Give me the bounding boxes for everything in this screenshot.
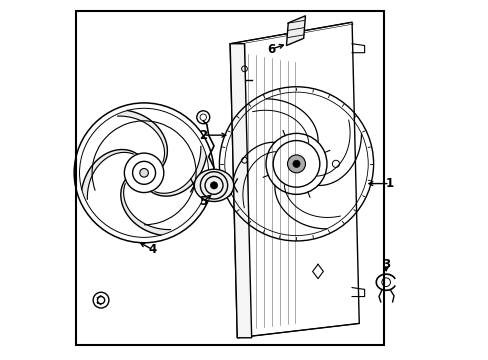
Text: 6: 6 [267, 42, 275, 55]
Text: 2: 2 [199, 129, 207, 142]
Text: 3: 3 [381, 258, 389, 271]
Polygon shape [81, 149, 137, 199]
Circle shape [292, 160, 300, 167]
Polygon shape [230, 44, 251, 338]
Text: 1: 1 [385, 177, 393, 190]
Polygon shape [150, 147, 206, 196]
Polygon shape [286, 16, 305, 45]
Ellipse shape [194, 169, 233, 202]
Polygon shape [118, 111, 167, 166]
Text: 5: 5 [199, 195, 207, 208]
Text: 4: 4 [149, 243, 157, 256]
Circle shape [287, 155, 305, 173]
Polygon shape [121, 180, 170, 235]
Circle shape [140, 168, 148, 177]
Bar [76, 12, 384, 345]
Circle shape [210, 182, 217, 189]
